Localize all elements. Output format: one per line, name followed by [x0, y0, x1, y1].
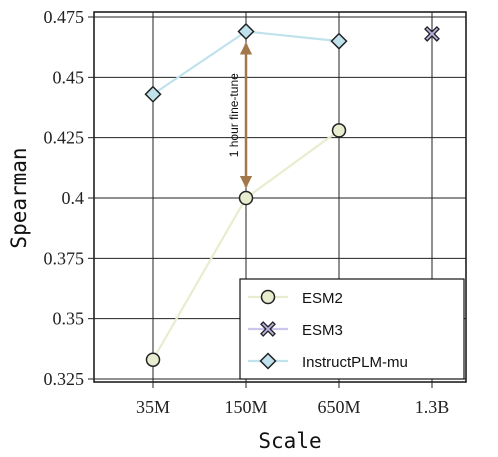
x-tick-label: 1.3B: [415, 397, 450, 417]
data-point: [238, 190, 254, 206]
legend-marker: [260, 289, 276, 305]
y-tick-label: 0.425: [44, 128, 85, 148]
x-axis-title: Scale: [258, 429, 321, 453]
legend-label: ESM3: [302, 322, 343, 339]
y-axis-title: Spearman: [7, 147, 31, 248]
y-tick-label: 0.375: [44, 248, 85, 268]
x-tick-label: 150M: [224, 397, 267, 417]
legend-marker: [259, 352, 277, 370]
x-tick-label: 650M: [317, 397, 360, 417]
x-tick-label: 35M: [136, 397, 170, 417]
y-tick-label: 0.4: [62, 188, 85, 208]
data-point: [331, 123, 347, 138]
data-point: [330, 32, 348, 50]
tick-labels: 0.325 0.35 0.375 0.4 0.425 0.45 0.475 35M 150M 65…: [44, 7, 450, 417]
annotation-label: 1 hour fine-tune: [227, 73, 241, 157]
data-point: [424, 25, 440, 42]
y-tick-label: 0.475: [44, 7, 85, 27]
data-point: [237, 22, 255, 41]
legend-label: ESM2: [302, 290, 343, 307]
y-tick-label: 0.35: [53, 309, 85, 329]
legend-marker: [260, 321, 276, 337]
y-tick-label: 0.45: [53, 67, 85, 87]
y-tick-label: 0.325: [44, 369, 85, 389]
series-layer: [144, 22, 440, 367]
plot-frame: [93, 11, 467, 383]
data-point: [145, 352, 161, 367]
legend-label: InstructPLM-mu: [302, 354, 408, 371]
data-point: [144, 85, 162, 103]
annotation-layer: 1 hour fine-tune: [227, 42, 253, 189]
legend: ESM2 ESM3 InstructPLM-mu: [239, 278, 465, 380]
